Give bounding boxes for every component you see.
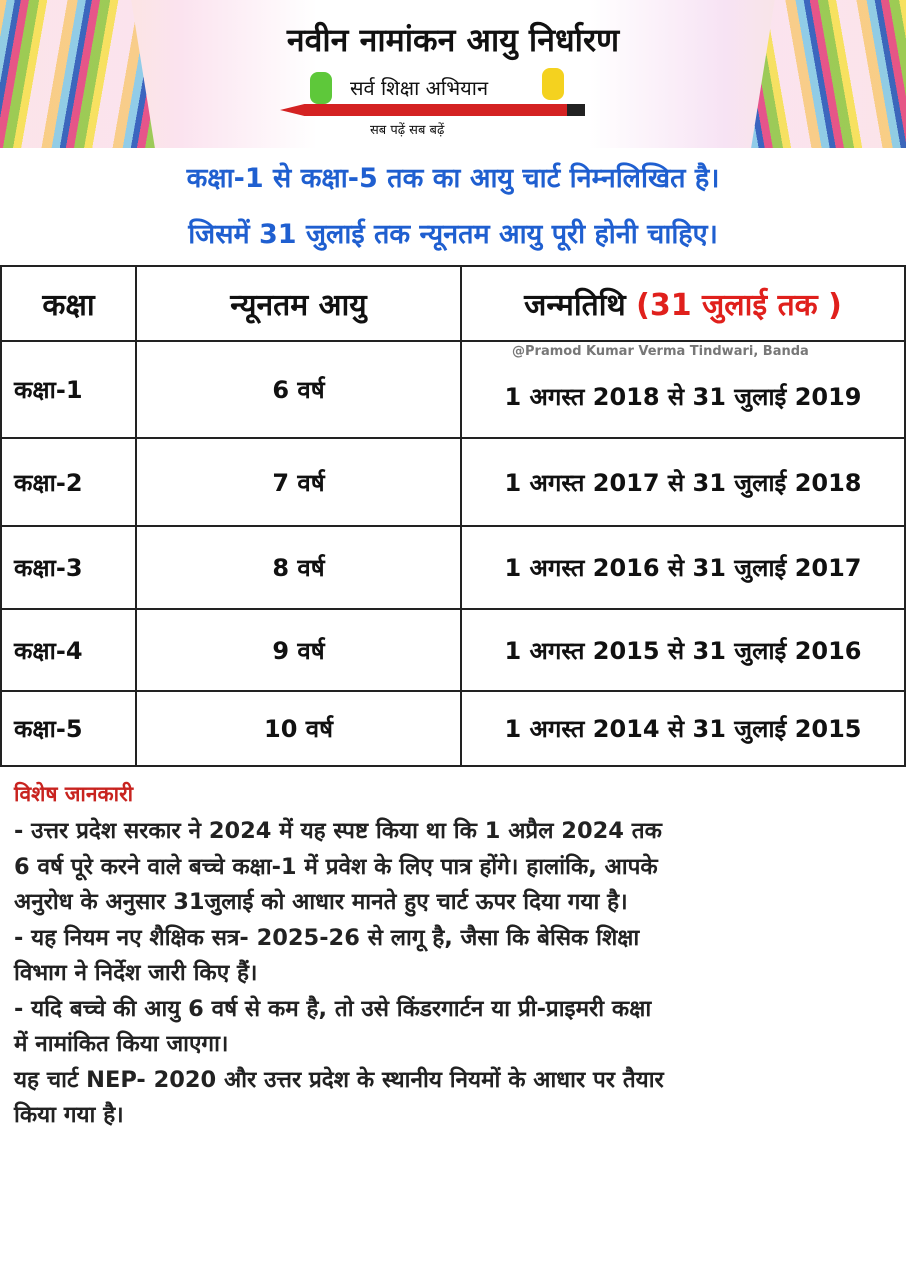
- cell-class: कक्षा-2: [0, 437, 137, 527]
- cell-age: 6 वर्ष: [135, 340, 462, 439]
- rainbow-decoration-left: [0, 0, 160, 148]
- cell-age: 10 वर्ष: [135, 690, 462, 767]
- credit-watermark: @Pramod Kumar Verma Tindwari, Banda: [512, 344, 809, 359]
- girl-reading-icon: [310, 72, 332, 104]
- table-row: कक्षा-3 8 वर्ष 1 अगस्त 2016 से 31 जुलाई 20…: [0, 525, 906, 610]
- cell-dob: 1 अगस्त 2018 से 31 जुलाई 2019: [460, 340, 906, 439]
- cell-class: कक्षा-1: [0, 340, 137, 439]
- note-line: अनुरोध के अनुसार 31जुलाई को आधार मानते ह…: [14, 889, 628, 915]
- sarva-shiksha-abhiyan-logo: सर्व शिक्षा अभियान सब पढ़ें सब बढ़ें: [280, 62, 600, 138]
- note-line: किया गया है।: [14, 1102, 124, 1128]
- logo-slogan: सब पढ़ें सब बढ़ें: [370, 123, 445, 138]
- header-class: कक्षा: [0, 265, 137, 342]
- cell-age: 8 वर्ष: [135, 525, 462, 610]
- header-banner: नवीन नामांकन आयु निर्धारण सर्व शिक्षा अभ…: [0, 0, 906, 148]
- cell-dob: 1 अगस्त 2016 से 31 जुलाई 2017: [460, 525, 906, 610]
- cell-class: कक्षा-5: [0, 690, 137, 767]
- table-header-row: कक्षा न्यूनतम आयु जन्मतिथि (31 जुलाई तक …: [0, 265, 906, 342]
- logo-text: सर्व शिक्षा अभियान: [350, 76, 489, 100]
- table-row: कक्षा-4 9 वर्ष 1 अगस्त 2015 से 31 जुलाई 20…: [0, 608, 906, 692]
- table-row: कक्षा-2 7 वर्ष 1 अगस्त 2017 से 31 जुलाई 20…: [0, 437, 906, 527]
- cell-class: कक्षा-4: [0, 608, 137, 692]
- pencil-icon: [280, 104, 585, 116]
- rainbow-decoration-right: [746, 0, 906, 148]
- age-chart-table: कक्षा न्यूनतम आयु जन्मतिथि (31 जुलाई तक …: [0, 265, 906, 767]
- special-info-section: विशेष जानकारी - उत्तर प्रदेश सरकार ने 20…: [14, 780, 904, 1134]
- header-min-age: न्यूनतम आयु: [135, 265, 462, 342]
- note-line: - उत्तर प्रदेश सरकार ने 2024 में यह स्पष…: [14, 818, 662, 844]
- cell-dob: 1 अगस्त 2015 से 31 जुलाई 2016: [460, 608, 906, 692]
- note-line: यह चार्ट NEP- 2020 और उत्तर प्रदेश के स्…: [14, 1066, 664, 1093]
- header-dob-note: (31 जुलाई तक ): [636, 288, 842, 323]
- table-row: कक्षा-1 6 वर्ष 1 अगस्त 2018 से 31 जुलाई 20…: [0, 340, 906, 439]
- note-line: - यह नियम नए शैक्षिक सत्र- 2025-26 से ला…: [14, 924, 640, 951]
- note-line: में नामांकित किया जाएगा।: [14, 1031, 229, 1057]
- table-row: कक्षा-5 10 वर्ष 1 अगस्त 2014 से 31 जुलाई 2…: [0, 690, 906, 767]
- boy-pointing-icon: [542, 68, 564, 100]
- cell-dob: 1 अगस्त 2017 से 31 जुलाई 2018: [460, 437, 906, 527]
- cell-class: कक्षा-3: [0, 525, 137, 610]
- cell-dob: 1 अगस्त 2014 से 31 जुलाई 2015: [460, 690, 906, 767]
- note-line: विभाग ने निर्देश जारी किए हैं।: [14, 960, 258, 986]
- intro-line-2: जिसमें 31 जुलाई तक न्यूनतम आयु पूरी होनी…: [188, 219, 718, 250]
- page-title: नवीन नामांकन आयु निर्धारण: [286, 21, 620, 59]
- cell-age: 9 वर्ष: [135, 608, 462, 692]
- cell-age: 7 वर्ष: [135, 437, 462, 527]
- header-dob-label: जन्मतिथि: [524, 288, 626, 323]
- header-dob: जन्मतिथि (31 जुलाई तक ): [460, 265, 906, 342]
- special-info-heading: विशेष जानकारी: [14, 782, 134, 806]
- note-line: 6 वर्ष पूरे करने वाले बच्चे कक्षा-1 में …: [14, 853, 658, 880]
- intro-line-1: कक्षा-1 से कक्षा-5 तक का आयु चार्ट निम्न…: [186, 163, 720, 194]
- note-line: - यदि बच्चे की आयु 6 वर्ष से कम है, तो उ…: [14, 995, 652, 1022]
